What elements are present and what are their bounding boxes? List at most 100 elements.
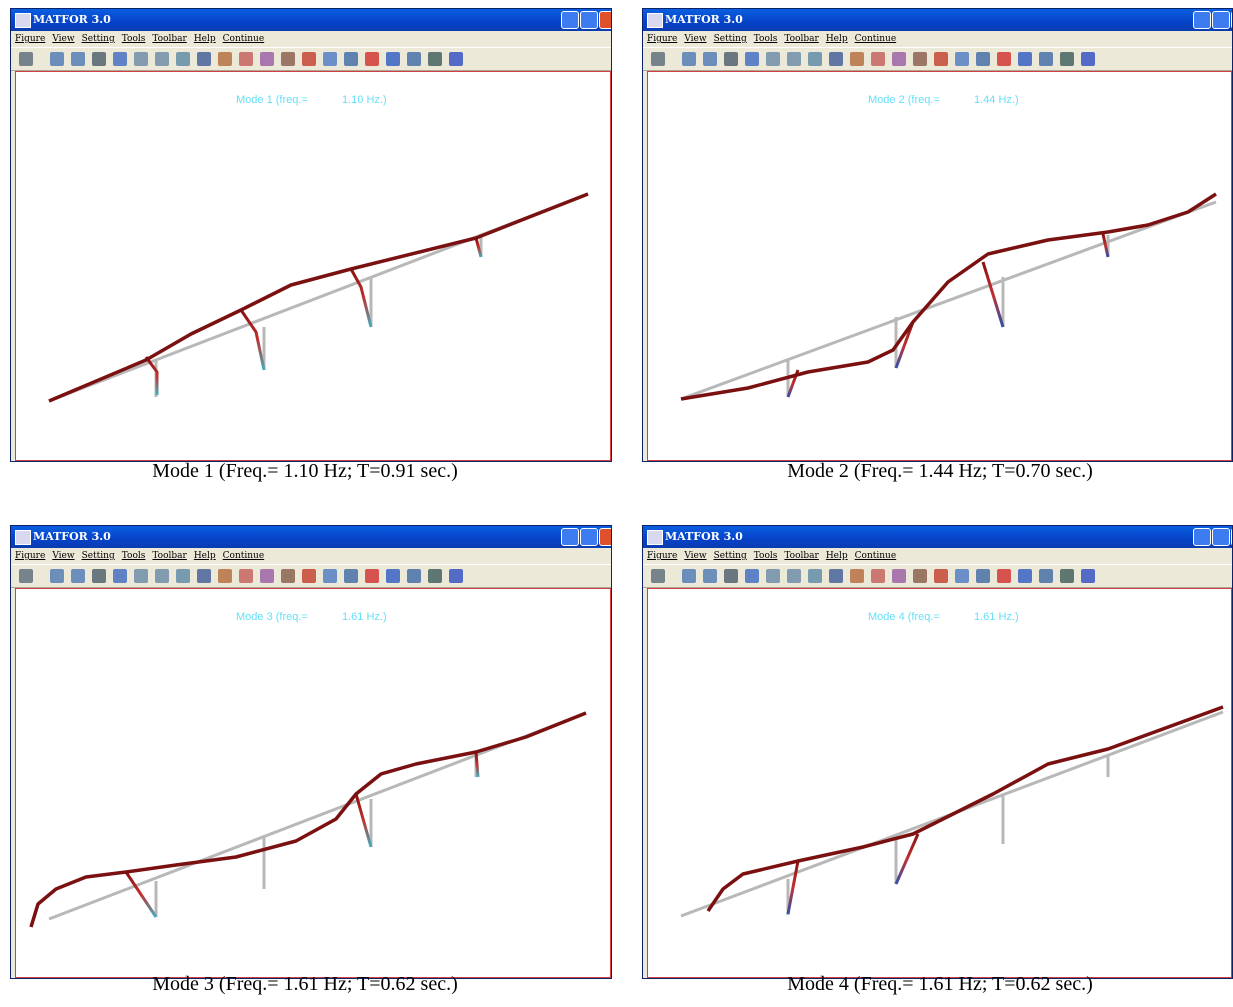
toolbar-button[interactable] xyxy=(281,52,295,66)
menu-item[interactable]: Continue xyxy=(855,34,897,44)
menu-item[interactable]: Toolbar xyxy=(152,34,186,44)
toolbar-button[interactable] xyxy=(1018,569,1032,583)
toolbar-button[interactable] xyxy=(976,52,990,66)
toolbar-button[interactable] xyxy=(724,569,738,583)
toolbar-button[interactable] xyxy=(913,569,927,583)
toolbar-button[interactable] xyxy=(766,52,780,66)
menu-item[interactable]: Setting xyxy=(82,551,115,561)
maximize-button[interactable] xyxy=(1212,528,1230,546)
toolbar-button[interactable] xyxy=(1060,52,1074,66)
minimize-button[interactable] xyxy=(561,11,579,29)
toolbar-button[interactable] xyxy=(1039,569,1053,583)
menu-item[interactable]: Help xyxy=(826,34,848,44)
close-button[interactable] xyxy=(599,11,612,29)
toolbar-button[interactable] xyxy=(197,569,211,583)
toolbar-button[interactable] xyxy=(407,569,421,583)
toolbar-button[interactable] xyxy=(934,52,948,66)
menu-item[interactable]: Setting xyxy=(714,34,747,44)
toolbar-button[interactable] xyxy=(302,52,316,66)
toolbar-button[interactable] xyxy=(218,569,232,583)
toolbar-button[interactable] xyxy=(871,569,885,583)
toolbar-button[interactable] xyxy=(829,569,843,583)
toolbar-button[interactable] xyxy=(682,569,696,583)
toolbar-button[interactable] xyxy=(386,569,400,583)
menu-item[interactable]: Help xyxy=(826,551,848,561)
toolbar-button[interactable] xyxy=(281,569,295,583)
menu-item[interactable]: Toolbar xyxy=(784,34,818,44)
toolbar-button[interactable] xyxy=(155,52,169,66)
toolbar-button[interactable] xyxy=(871,52,885,66)
toolbar-button[interactable] xyxy=(787,569,801,583)
toolbar-button[interactable] xyxy=(850,52,864,66)
toolbar-button[interactable] xyxy=(19,569,33,583)
menu-item[interactable]: Figure xyxy=(15,34,45,44)
toolbar-button[interactable] xyxy=(1039,52,1053,66)
menu-item[interactable]: Help xyxy=(194,551,216,561)
toolbar-button[interactable] xyxy=(134,569,148,583)
toolbar-button[interactable] xyxy=(176,569,190,583)
toolbar-button[interactable] xyxy=(71,569,85,583)
toolbar-button[interactable] xyxy=(449,52,463,66)
toolbar-button[interactable] xyxy=(344,52,358,66)
toolbar-button[interactable] xyxy=(955,569,969,583)
maximize-button[interactable] xyxy=(580,528,598,546)
menu-item[interactable]: Tools xyxy=(122,551,146,561)
toolbar-button[interactable] xyxy=(260,569,274,583)
menu-item[interactable]: Figure xyxy=(647,34,677,44)
toolbar-button[interactable] xyxy=(1060,569,1074,583)
menu-item[interactable]: Tools xyxy=(754,34,778,44)
toolbar-button[interactable] xyxy=(260,52,274,66)
maximize-button[interactable] xyxy=(1212,11,1230,29)
toolbar-button[interactable] xyxy=(19,52,33,66)
toolbar-button[interactable] xyxy=(787,52,801,66)
menu-item[interactable]: Setting xyxy=(82,34,115,44)
toolbar-button[interactable] xyxy=(386,52,400,66)
menu-item[interactable]: View xyxy=(52,34,74,44)
menu-item[interactable]: Tools xyxy=(122,34,146,44)
toolbar-button[interactable] xyxy=(808,569,822,583)
toolbar-button[interactable] xyxy=(71,52,85,66)
toolbar-button[interactable] xyxy=(703,569,717,583)
toolbar-button[interactable] xyxy=(113,569,127,583)
menu-item[interactable]: Toolbar xyxy=(784,551,818,561)
toolbar-button[interactable] xyxy=(651,569,665,583)
toolbar-button[interactable] xyxy=(829,52,843,66)
toolbar-button[interactable] xyxy=(745,52,759,66)
menu-item[interactable]: View xyxy=(684,34,706,44)
menu-item[interactable]: Toolbar xyxy=(152,551,186,561)
toolbar-button[interactable] xyxy=(976,569,990,583)
menu-item[interactable]: Continue xyxy=(223,34,265,44)
toolbar-button[interactable] xyxy=(344,569,358,583)
toolbar-button[interactable] xyxy=(428,52,442,66)
toolbar-button[interactable] xyxy=(892,569,906,583)
toolbar-button[interactable] xyxy=(365,52,379,66)
toolbar-button[interactable] xyxy=(218,52,232,66)
toolbar-button[interactable] xyxy=(934,569,948,583)
toolbar-button[interactable] xyxy=(997,52,1011,66)
toolbar-button[interactable] xyxy=(449,569,463,583)
toolbar-button[interactable] xyxy=(92,52,106,66)
toolbar-button[interactable] xyxy=(745,569,759,583)
close-button[interactable] xyxy=(599,528,612,546)
toolbar-button[interactable] xyxy=(134,52,148,66)
toolbar-button[interactable] xyxy=(850,569,864,583)
toolbar-button[interactable] xyxy=(1018,52,1032,66)
toolbar-button[interactable] xyxy=(1081,52,1095,66)
minimize-button[interactable] xyxy=(561,528,579,546)
toolbar-button[interactable] xyxy=(407,52,421,66)
menu-item[interactable]: Tools xyxy=(754,551,778,561)
toolbar-button[interactable] xyxy=(50,569,64,583)
toolbar-button[interactable] xyxy=(703,52,717,66)
menu-item[interactable]: View xyxy=(684,551,706,561)
toolbar-button[interactable] xyxy=(50,52,64,66)
toolbar-button[interactable] xyxy=(955,52,969,66)
menu-item[interactable]: Continue xyxy=(223,551,265,561)
toolbar-button[interactable] xyxy=(176,52,190,66)
toolbar-button[interactable] xyxy=(239,52,253,66)
toolbar-button[interactable] xyxy=(323,569,337,583)
toolbar-button[interactable] xyxy=(155,569,169,583)
minimize-button[interactable] xyxy=(1193,528,1211,546)
toolbar-button[interactable] xyxy=(365,569,379,583)
minimize-button[interactable] xyxy=(1193,11,1211,29)
toolbar-button[interactable] xyxy=(808,52,822,66)
